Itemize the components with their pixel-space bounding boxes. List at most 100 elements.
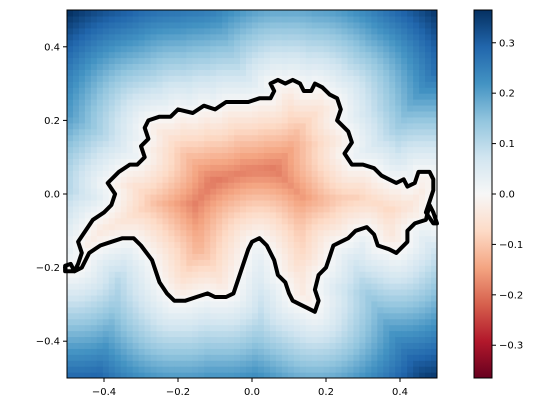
heatmap-cell xyxy=(78,146,86,154)
heatmap-cell xyxy=(263,27,271,35)
heatmap-cell xyxy=(228,348,235,355)
heatmap-cell xyxy=(365,348,372,355)
heatmap-cell xyxy=(347,265,355,272)
heatmap-cell xyxy=(108,87,116,94)
heatmap-cell xyxy=(329,164,337,171)
heatmap-cell xyxy=(305,158,313,165)
heatmap-cell xyxy=(269,277,277,284)
heatmap-cell xyxy=(341,306,349,314)
heatmap-cell xyxy=(138,235,146,243)
heatmap-cell xyxy=(407,63,414,70)
heatmap-cell xyxy=(180,93,187,100)
heatmap-cell xyxy=(78,128,86,136)
heatmap-cell xyxy=(401,318,408,326)
heatmap-cell xyxy=(269,194,277,201)
heatmap-cell xyxy=(269,15,277,23)
heatmap-cell xyxy=(174,259,181,266)
heatmap-cell xyxy=(126,164,134,171)
heatmap-cell xyxy=(252,205,259,213)
heatmap-cell xyxy=(102,15,110,23)
heatmap-cell xyxy=(269,75,277,82)
heatmap-cell xyxy=(263,277,271,284)
heatmap-cell xyxy=(371,146,378,154)
heatmap-cell xyxy=(228,253,235,260)
heatmap-cell xyxy=(234,223,241,231)
heatmap-cell xyxy=(67,348,74,355)
heatmap-cell xyxy=(228,164,235,171)
heatmap-cell xyxy=(401,330,408,338)
heatmap-cell xyxy=(246,45,253,53)
heatmap-cell xyxy=(305,283,313,290)
heatmap-cell xyxy=(72,27,80,35)
heatmap-cell xyxy=(305,300,313,308)
heatmap-cell xyxy=(204,140,211,148)
heatmap-cell xyxy=(341,265,349,272)
heatmap-cell xyxy=(126,336,134,343)
heatmap-cell xyxy=(67,330,74,338)
heatmap-cell xyxy=(329,342,337,349)
heatmap-cell xyxy=(84,87,92,94)
heatmap-cell xyxy=(90,283,98,290)
heatmap-cell xyxy=(431,99,437,106)
heatmap-cell xyxy=(126,27,134,35)
heatmap-cell xyxy=(341,336,349,343)
heatmap-cell xyxy=(305,140,313,148)
heatmap-cell xyxy=(222,188,229,195)
heatmap-cell xyxy=(228,324,235,332)
heatmap-cell xyxy=(102,223,110,231)
heatmap-cell xyxy=(341,51,349,59)
heatmap-cell xyxy=(335,182,343,189)
heatmap-cell xyxy=(431,15,437,23)
heatmap-cell xyxy=(180,140,187,148)
heatmap-cell xyxy=(431,170,437,177)
heatmap-cell xyxy=(335,330,343,338)
heatmap-cell xyxy=(353,283,361,290)
heatmap-cell xyxy=(132,170,140,177)
heatmap-cell xyxy=(305,229,313,237)
heatmap-cell xyxy=(126,128,134,136)
heatmap-cell xyxy=(275,199,283,207)
heatmap-cell xyxy=(246,211,253,219)
heatmap-cell xyxy=(180,342,187,349)
heatmap-cell xyxy=(120,336,128,343)
heatmap-cell xyxy=(329,182,337,189)
heatmap-cell xyxy=(407,140,414,148)
heatmap-cell xyxy=(210,15,217,23)
heatmap-cell xyxy=(168,205,176,213)
heatmap-cell xyxy=(359,194,366,201)
heatmap-cell xyxy=(252,241,259,249)
heatmap-cell xyxy=(371,134,378,142)
heatmap-cell xyxy=(263,253,271,260)
heatmap-cell xyxy=(72,348,80,355)
heatmap-cell xyxy=(90,194,98,201)
heatmap-cell xyxy=(174,217,181,225)
heatmap-cell xyxy=(353,271,361,278)
heatmap-cell xyxy=(419,241,426,249)
heatmap-cell xyxy=(246,271,253,278)
heatmap-cell xyxy=(293,259,301,266)
heatmap-cell xyxy=(252,27,259,35)
heatmap-cell xyxy=(192,300,199,308)
heatmap-cell xyxy=(114,146,122,154)
heatmap-cell xyxy=(114,116,122,124)
heatmap-cell xyxy=(192,39,199,47)
heatmap-cell xyxy=(174,182,181,189)
heatmap-cell xyxy=(401,336,408,343)
heatmap-cell xyxy=(365,134,372,142)
heatmap-cell xyxy=(371,199,378,207)
heatmap-cell xyxy=(419,300,426,308)
heatmap-cell xyxy=(234,63,241,70)
heatmap-cell xyxy=(246,199,253,207)
heatmap-cell xyxy=(371,211,378,219)
heatmap-cell xyxy=(96,110,104,118)
heatmap-cell xyxy=(263,312,271,320)
heatmap-cell xyxy=(114,87,122,94)
heatmap-cell xyxy=(281,104,289,112)
heatmap-cell xyxy=(269,134,277,142)
heatmap-cell xyxy=(156,21,164,29)
heatmap-cell xyxy=(210,182,217,189)
heatmap-cell xyxy=(299,372,307,378)
heatmap-cell xyxy=(84,27,92,35)
heatmap-cell xyxy=(407,15,414,23)
heatmap-cell xyxy=(263,75,271,82)
